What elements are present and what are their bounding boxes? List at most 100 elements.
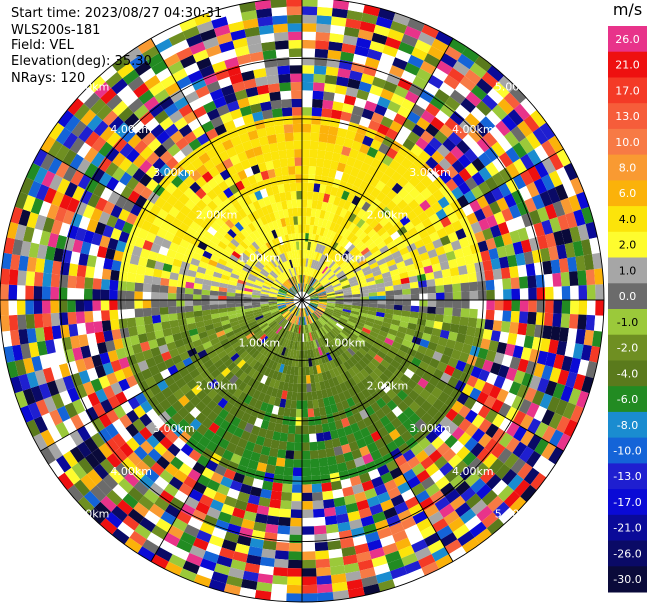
velocity-gate [358,507,372,519]
velocity-gate [105,340,116,353]
velocity-gate [322,246,329,256]
velocity-gate [343,137,354,149]
velocity-gate [470,221,483,234]
velocity-gate [381,249,392,259]
velocity-gate [540,338,551,353]
velocity-gate [448,517,465,533]
velocity-gate [135,460,151,475]
velocity-gate [116,499,134,516]
velocity-gate [204,268,215,277]
velocity-gate [129,254,140,266]
colorbar-tick-label: -6.0 [617,393,638,406]
velocity-gate [302,39,316,49]
velocity-gate [148,364,160,377]
velocity-gate [280,90,292,100]
velocity-gate [364,183,376,195]
velocity-gate [419,251,430,262]
velocity-gate [318,303,327,307]
velocity-gate [259,322,269,330]
velocity-gate [498,152,514,168]
velocity-gate [495,120,511,137]
velocity-gate [358,347,368,357]
velocity-gate [143,275,153,285]
velocity-gate [397,187,409,200]
velocity-gate [335,335,344,344]
velocity-gate [474,327,485,339]
velocity-gate [137,256,148,267]
velocity-gate [320,264,327,273]
velocity-gate [267,421,276,432]
velocity-gate [354,339,364,348]
velocity-gate [207,350,218,360]
velocity-gate [83,437,99,453]
velocity-gate [454,82,471,98]
velocity-gate [268,302,278,306]
velocity-gate [324,343,332,353]
velocity-gate [284,330,290,340]
velocity-gate [278,363,285,373]
colorbar-segment [608,386,647,413]
velocity-gate [217,334,228,342]
velocity-gate [376,397,387,409]
velocity-gate [317,291,326,295]
velocity-gate [318,304,327,308]
velocity-gate [302,132,311,141]
velocity-gate [328,421,337,432]
velocity-gate [418,280,428,288]
velocity-gate [177,318,188,327]
velocity-gate [299,249,302,259]
velocity-gate [386,364,397,374]
velocity-gate [172,258,183,268]
velocity-gate [356,419,367,431]
velocity-gate [293,324,297,333]
velocity-gate [245,86,259,98]
velocity-gate [202,205,213,216]
velocity-gate [317,244,323,253]
velocity-gate [62,165,77,182]
velocity-gate [201,294,210,300]
velocity-gate [462,133,477,149]
velocity-gate [341,263,350,271]
velocity-gate [310,132,320,142]
velocity-gate [150,124,165,138]
velocity-gate [329,429,339,440]
velocity-gate [431,38,449,53]
velocity-gate [402,118,417,132]
velocity-gate [369,84,384,97]
velocity-gate [106,131,122,147]
velocity-gate [100,289,110,300]
velocity-gate [196,364,207,374]
velocity-gate [268,395,276,406]
velocity-gate [176,286,186,294]
velocity-gate [478,166,492,182]
velocity-gate [77,496,95,514]
velocity-gate [196,389,208,401]
velocity-gate [316,583,333,594]
velocity-gate [287,576,302,586]
velocity-gate [146,151,160,166]
velocity-gate [214,373,225,383]
velocity-gate [266,74,280,85]
velocity-gate [233,327,243,335]
velocity-gate [427,539,445,555]
velocity-gate [277,327,284,336]
velocity-gate [406,242,417,253]
velocity-gate [570,300,579,315]
azimuth-radial [301,148,564,301]
velocity-gate [403,368,415,379]
velocity-gate [369,219,380,229]
velocity-gate [544,380,558,397]
velocity-gate [459,273,469,284]
velocity-gate [526,181,540,198]
velocity-gate [219,315,230,322]
velocity-gate [239,105,253,117]
velocity-gate [397,412,409,424]
velocity-gate [144,323,155,334]
velocity-gate [179,568,197,582]
velocity-gate [427,511,444,526]
velocity-gate [488,201,502,215]
velocity-gate [297,383,302,393]
velocity-gate [274,314,283,322]
velocity-gate [78,370,91,385]
velocity-gate [321,336,328,345]
